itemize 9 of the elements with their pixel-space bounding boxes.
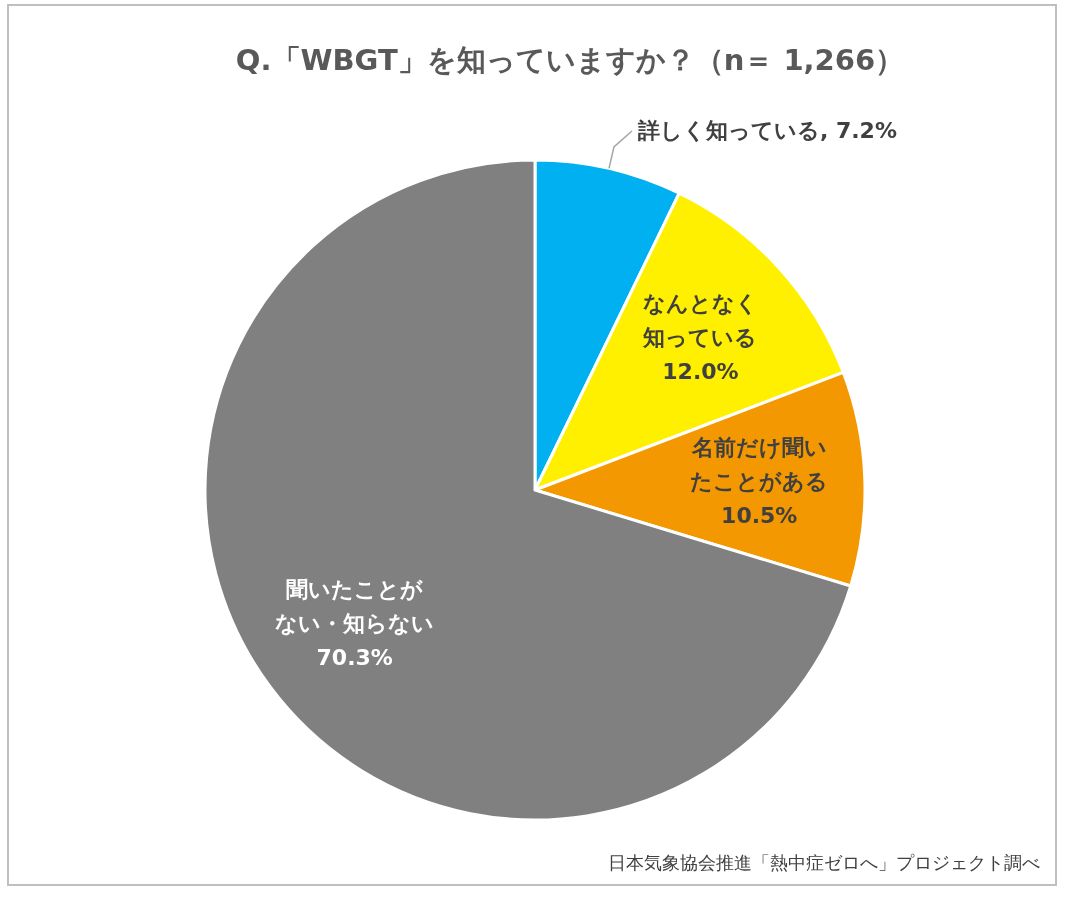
chart-title: Q.「WBGT」を知っていますか？（n＝ 1,266） <box>235 43 905 77</box>
data-label: 12.0% <box>661 358 740 387</box>
slice-label: 詳しく知っている, 7.2% <box>636 118 897 144</box>
slice-label: 名前だけ聞いたことがある <box>689 434 830 497</box>
text: 日本気象協会推進「熱中症ゼロへ」プロジェクト調べ <box>608 851 1040 873</box>
slice-label: 聞いたことがない・知らない <box>274 575 436 638</box>
slice-label: なんとなく知っている <box>642 290 759 353</box>
data-label: 70.3% <box>315 643 394 672</box>
data-label: 10.5% <box>720 502 799 531</box>
